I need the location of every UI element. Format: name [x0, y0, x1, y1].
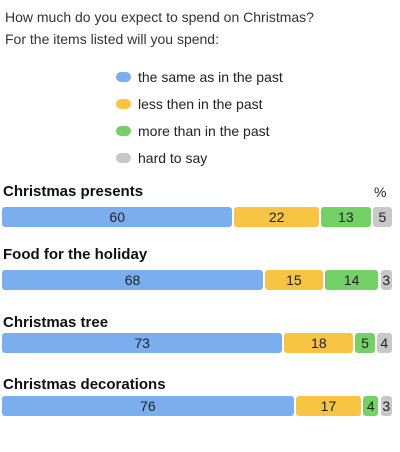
bar-value-label: 76 — [140, 398, 156, 414]
bar-segment-hard: 4 — [376, 333, 392, 353]
bar-value-label: 73 — [134, 335, 150, 351]
legend-label-more: more than in the past — [138, 122, 270, 139]
bar-segment-more: 4 — [363, 396, 379, 416]
bar-value-label: 4 — [380, 335, 389, 351]
legend-item-more: more than in the past — [116, 117, 283, 144]
legend: the same as in the past less then in the… — [116, 63, 283, 171]
bar-decorations: 76 17 4 3 — [2, 396, 392, 416]
bar-segment-same: 76 — [2, 396, 294, 416]
bar-segment-less: 15 — [265, 270, 323, 290]
bar-value-label: 60 — [109, 209, 125, 225]
bar-value-label: 4 — [366, 398, 375, 414]
bar-segment-less: 17 — [295, 396, 362, 416]
bar-segment-less: 22 — [234, 207, 319, 227]
bar-tree: 73 18 5 4 — [2, 333, 392, 353]
bar-segment-same: 68 — [2, 270, 264, 290]
bar-segment-hard: 3 — [380, 270, 392, 290]
bar-value-label: 5 — [361, 335, 369, 351]
legend-item-hard: hard to say — [116, 144, 283, 171]
bar-segment-less: 18 — [284, 333, 354, 353]
category-label-food: Food for the holiday — [3, 246, 148, 263]
legend-label-less: less then in the past — [138, 95, 263, 112]
bar-value-label: 18 — [311, 335, 327, 351]
legend-swatch-same — [116, 71, 131, 82]
bar-value-label: 13 — [338, 209, 354, 225]
bar-segment-same: 73 — [2, 333, 283, 353]
unit-label: % — [374, 184, 387, 200]
bar-segment-hard: 3 — [380, 396, 392, 416]
bar-value-label: 3 — [382, 272, 391, 288]
legend-swatch-less — [116, 98, 131, 109]
bar-value-label: 68 — [124, 272, 141, 288]
bar-presents: 60 22 13 5 — [2, 207, 392, 227]
chart-title: How much do you expect to spend on Chris… — [5, 9, 314, 25]
legend-label-same: the same as in the past — [138, 68, 283, 85]
category-label-decorations: Christmas decorations — [3, 376, 166, 393]
bar-value-label: 3 — [382, 398, 391, 414]
bar-segment-hard: 5 — [372, 207, 392, 227]
legend-label-hard: hard to say — [138, 149, 208, 166]
chart-subtitle: For the items listed will you spend: — [5, 31, 219, 47]
bar-value-label: 17 — [320, 398, 337, 414]
category-label-presents: Christmas presents — [3, 183, 144, 200]
bar-segment-more: 5 — [355, 333, 375, 353]
bar-segment-same: 60 — [2, 207, 233, 227]
category-label-tree: Christmas tree — [3, 314, 109, 331]
bar-food: 68 15 14 3 — [2, 270, 392, 290]
bar-value-label: 14 — [343, 272, 360, 288]
bar-segment-more: 14 — [324, 270, 379, 290]
legend-item-same: the same as in the past — [116, 63, 283, 90]
bar-value-label: 22 — [268, 209, 285, 225]
bar-value-label: 15 — [286, 272, 302, 288]
legend-swatch-more — [116, 125, 131, 136]
bar-segment-more: 13 — [320, 207, 371, 227]
legend-swatch-hard — [116, 152, 131, 163]
legend-item-less: less then in the past — [116, 90, 283, 117]
bar-value-label: 5 — [378, 209, 387, 225]
